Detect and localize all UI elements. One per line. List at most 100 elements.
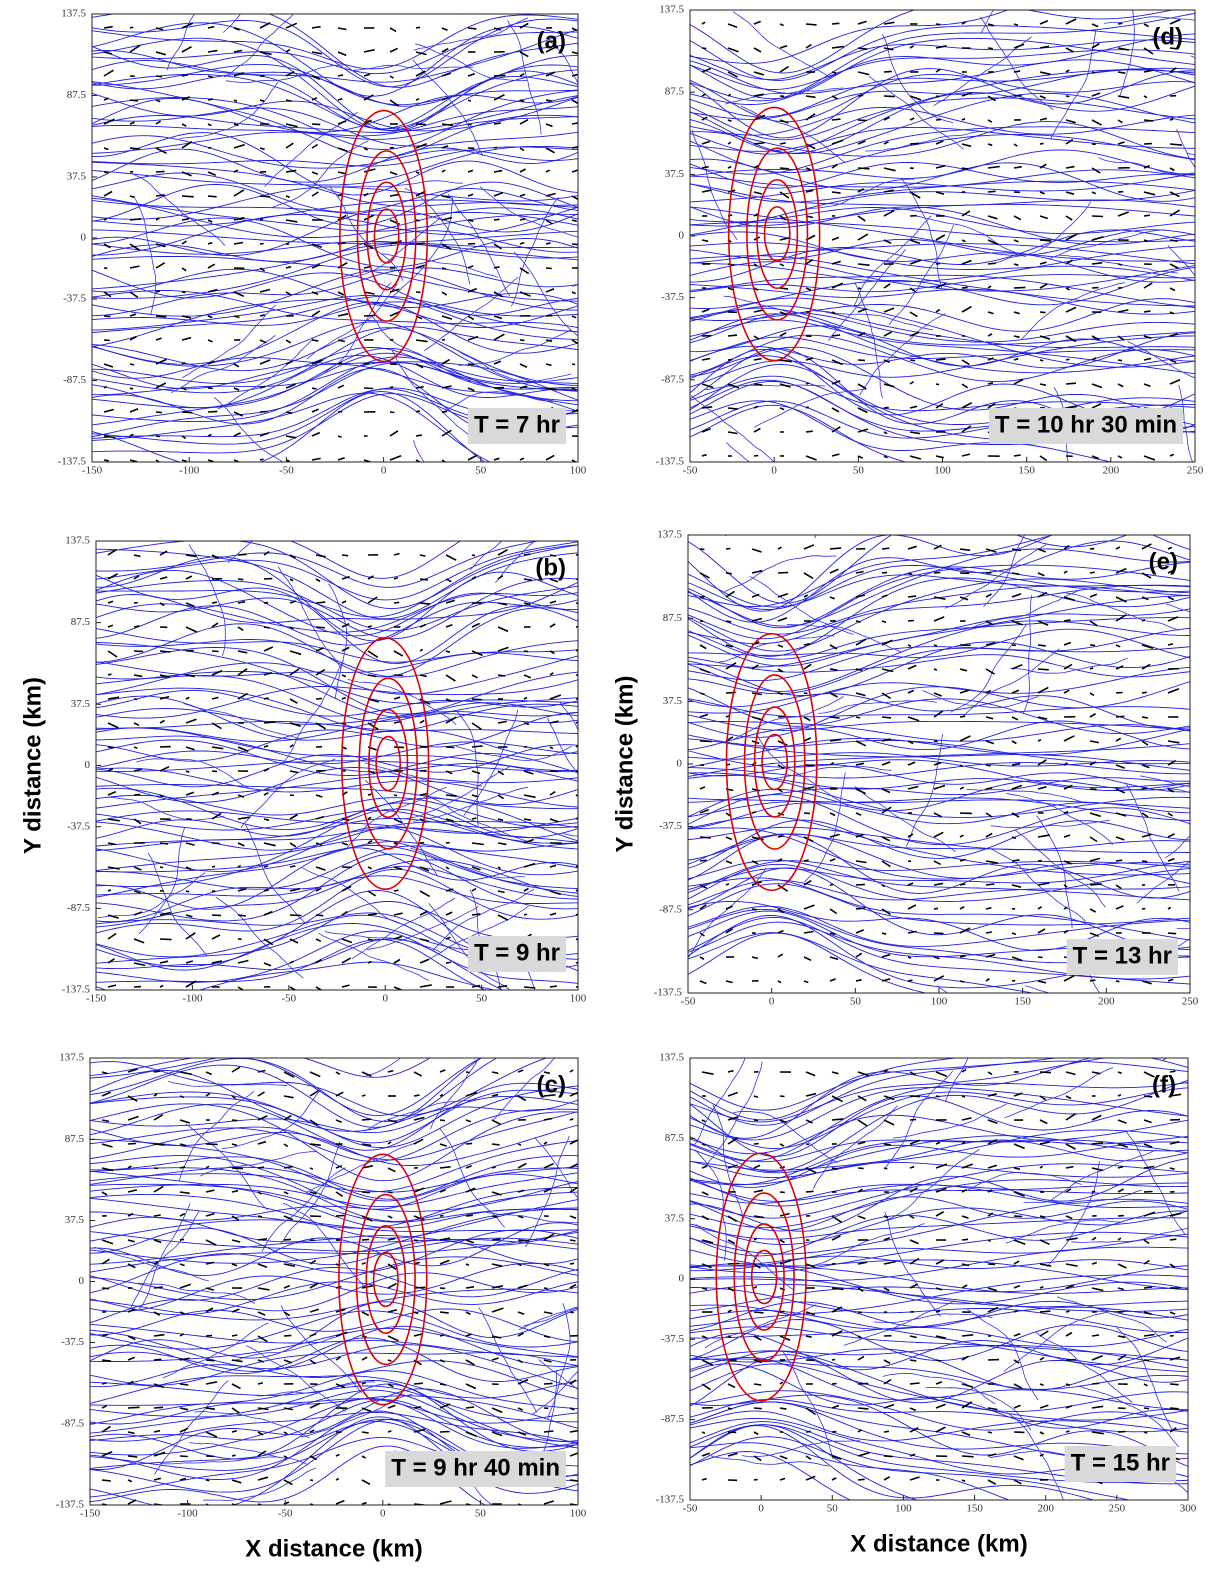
wind-vector (389, 193, 400, 197)
wind-vector (701, 383, 714, 389)
streamline (900, 178, 943, 290)
wind-vector (159, 674, 171, 678)
x-tick-label: 100 (570, 465, 587, 477)
wind-vector (777, 593, 789, 598)
y-tick-label: -87.5 (661, 373, 684, 385)
wind-vector (831, 1330, 843, 1337)
wind-vector (857, 1215, 866, 1220)
wind-vector (777, 908, 785, 914)
y-tick-label: 37.5 (663, 695, 683, 707)
wind-vector (467, 99, 472, 102)
wind-vector (831, 236, 840, 241)
wind-vector (549, 694, 562, 700)
wind-vector (701, 1477, 707, 1481)
y-tick-label: 137.5 (659, 1052, 684, 1064)
wind-vector (231, 1239, 241, 1243)
wind-vector (231, 1066, 241, 1073)
wind-vector (1089, 692, 1095, 697)
wind-vector (363, 48, 375, 53)
wind-vector (1143, 1259, 1150, 1265)
wind-vector (569, 1239, 576, 1242)
wind-vector (1037, 644, 1046, 647)
wind-vector (543, 1311, 553, 1315)
wind-vector (701, 1287, 708, 1291)
wind-vector (519, 168, 526, 173)
wind-vector (387, 1404, 396, 1409)
wind-vector (1091, 1405, 1104, 1409)
y-tick-label: 0 (679, 230, 685, 242)
wind-vector (185, 746, 195, 751)
wind-vector (205, 1381, 218, 1385)
streamline (1071, 1227, 1188, 1243)
streamline (306, 283, 398, 360)
wind-vector (493, 169, 503, 173)
wind-vector (439, 1143, 447, 1147)
wind-vector (1011, 956, 1023, 962)
wind-vector (1117, 263, 1123, 266)
wind-vector (519, 241, 525, 245)
wind-vector (393, 576, 398, 580)
wind-vector (985, 812, 993, 818)
streamline (96, 865, 578, 928)
wind-vector (883, 209, 895, 217)
contour (338, 1153, 428, 1406)
wind-vector (1169, 1427, 1177, 1433)
wind-vector (1169, 1311, 1176, 1315)
wind-vector (987, 143, 993, 147)
wind-vector (855, 833, 864, 838)
streamline (90, 1281, 578, 1316)
panel-label: (e) (1149, 548, 1178, 575)
panel-label: (a) (537, 27, 566, 54)
wind-vector (883, 1403, 895, 1409)
wind-vector (881, 639, 893, 646)
plot-area (690, 10, 1195, 462)
wind-vector (857, 287, 862, 290)
wind-vector (413, 1071, 423, 1077)
streamline (690, 149, 1195, 179)
wind-vector (153, 1383, 165, 1389)
streamline (136, 758, 249, 789)
x-tick-label: -50 (279, 465, 294, 477)
wind-vector (803, 572, 814, 580)
wind-vector (107, 818, 120, 822)
wind-vector (519, 385, 528, 389)
streamline (90, 1272, 578, 1324)
wind-vector (569, 1407, 575, 1411)
wind-vector (753, 263, 758, 267)
streamline (90, 1370, 578, 1410)
wind-vector (259, 21, 271, 29)
streamline (690, 49, 1195, 90)
wind-vector (341, 646, 350, 652)
wind-vector (961, 1383, 974, 1388)
wind-vector (205, 1165, 210, 1169)
wind-vector (959, 954, 966, 958)
streamline (690, 33, 1195, 105)
streamline (90, 1379, 578, 1449)
wind-vector (985, 716, 994, 720)
wind-vector (419, 602, 430, 605)
wind-vector (1115, 737, 1122, 742)
y-tick-label: 87.5 (665, 1132, 685, 1144)
wind-vector (1169, 47, 1177, 50)
wind-vector (727, 119, 732, 122)
streamline (690, 1179, 1188, 1202)
wind-vector (725, 547, 731, 550)
streamline (458, 351, 572, 382)
wind-vector (883, 1143, 891, 1146)
wind-vector (465, 1286, 475, 1289)
wind-vector (857, 1261, 868, 1265)
streamline (96, 655, 578, 696)
wind-vector (1091, 43, 1100, 49)
wind-vector (1013, 70, 1021, 73)
wind-vector (829, 668, 838, 671)
wind-vector (753, 141, 765, 145)
wind-vector (259, 339, 267, 344)
wind-vector (1167, 759, 1177, 766)
wind-vector (387, 1191, 393, 1194)
wind-vector (829, 644, 838, 650)
wind-vector (883, 1119, 895, 1126)
wind-vector (803, 544, 815, 550)
streamline (96, 689, 578, 717)
wind-vector (159, 650, 171, 653)
wind-vector (367, 913, 377, 916)
